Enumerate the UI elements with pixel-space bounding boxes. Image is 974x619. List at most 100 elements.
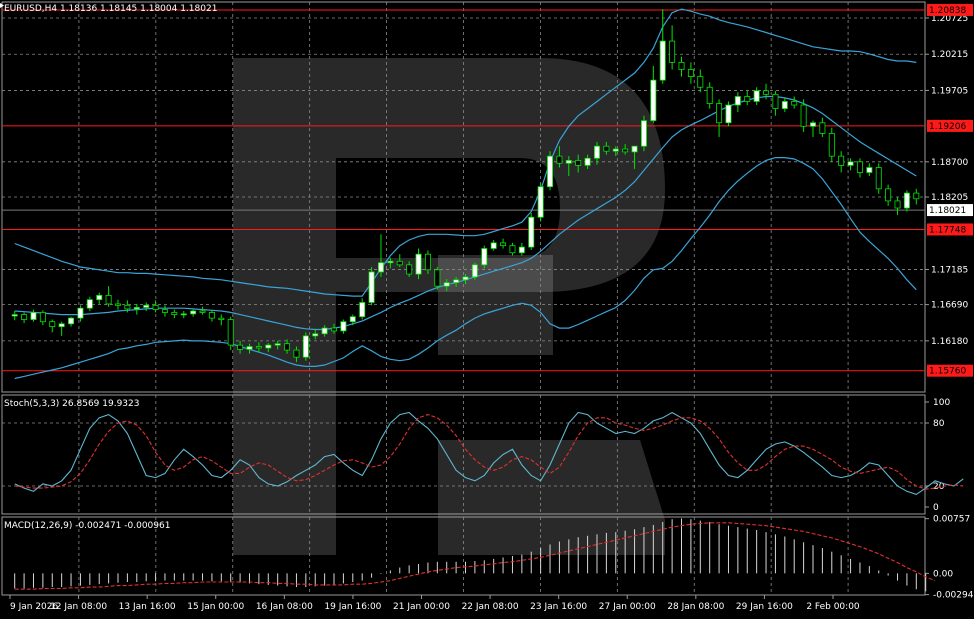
- candle-body: [387, 260, 394, 264]
- candle-body: [30, 312, 37, 320]
- candle: [903, 190, 910, 212]
- candle: [716, 99, 723, 137]
- candle-body: [58, 323, 65, 328]
- time-tick-label: 16 Jan 08:00: [256, 602, 313, 612]
- candle-body: [105, 294, 112, 305]
- time-tick-label: 2 Feb 00:00: [806, 602, 860, 612]
- time-tick-label: 27 Jan 00:00: [599, 602, 656, 612]
- candle-body: [800, 104, 807, 127]
- candle: [885, 184, 892, 206]
- time-tick-label: 15 Jan 00:00: [187, 602, 244, 612]
- candle: [396, 254, 403, 267]
- candle-body: [753, 90, 760, 102]
- candle-body: [575, 160, 582, 166]
- candle-body: [612, 148, 619, 152]
- candle-body: [246, 346, 253, 350]
- candle-body: [415, 253, 422, 275]
- price-tick-label: 1.20725: [931, 14, 968, 24]
- candle: [331, 323, 337, 334]
- candle-body: [603, 145, 610, 152]
- level-tag: [927, 364, 973, 377]
- candle-body: [199, 310, 206, 313]
- level-tag: [927, 3, 973, 16]
- candle: [255, 342, 262, 353]
- candle-body: [640, 120, 647, 147]
- level-label: 1.19206: [929, 122, 966, 132]
- level-label: 1.20838: [929, 6, 966, 16]
- candle: [218, 314, 225, 326]
- candle: [443, 279, 450, 292]
- candle: [77, 305, 84, 322]
- candle: [293, 346, 300, 363]
- candle-body: [622, 148, 629, 153]
- candle-body: [208, 312, 215, 319]
- candle-body: [885, 188, 892, 202]
- candle-body: [716, 103, 723, 124]
- candle-body: [406, 264, 413, 275]
- candle-body: [77, 307, 84, 319]
- candle-body: [171, 312, 178, 315]
- candle: [377, 234, 384, 277]
- macd-header: MACD(12,26,9) -0.002471 -0.000961: [4, 521, 170, 531]
- candle-body: [293, 349, 300, 358]
- candle: [246, 343, 253, 354]
- time-tick-label: 13 Jan 16:00: [119, 602, 176, 612]
- candle: [640, 115, 647, 152]
- candle-body: [462, 276, 469, 281]
- candle-body: [424, 253, 431, 271]
- candle: [359, 298, 366, 320]
- candle-body: [349, 316, 356, 323]
- candle: [284, 339, 291, 354]
- level-label: 1.15760: [929, 367, 966, 377]
- candle-body: [659, 40, 666, 81]
- candle: [96, 292, 103, 304]
- candle: [744, 90, 751, 106]
- candle: [556, 146, 563, 168]
- candle: [697, 69, 704, 93]
- candle-body: [913, 192, 920, 200]
- candle-body: [687, 69, 694, 77]
- candle: [274, 340, 281, 350]
- candle: [143, 302, 150, 312]
- candle: [828, 127, 835, 162]
- time-tick-label: 28 Jan 08:00: [667, 602, 724, 612]
- candle: [753, 87, 760, 106]
- candle: [725, 101, 732, 127]
- level-tag: [927, 223, 973, 236]
- candle-body: [594, 145, 600, 159]
- candle-body: [265, 344, 272, 349]
- candle: [39, 310, 46, 326]
- candle-body: [377, 262, 384, 273]
- price-tick-label: 1.20215: [931, 50, 968, 60]
- candle-body: [453, 279, 460, 284]
- candle-body: [509, 245, 516, 254]
- time-tick-label: 29 Jan 16:00: [736, 602, 793, 612]
- candle: [500, 238, 507, 249]
- candle: [152, 300, 159, 313]
- price-tick-label: 1.16180: [931, 337, 968, 347]
- candle-body: [284, 343, 291, 351]
- candle-body: [368, 271, 375, 303]
- candle-body: [819, 122, 826, 134]
- candle: [312, 328, 319, 340]
- candle-body: [903, 192, 910, 209]
- candle: [528, 212, 535, 250]
- candle: [11, 311, 18, 321]
- price-tick-label: 1.18700: [931, 158, 968, 168]
- candle: [368, 266, 375, 306]
- candle: [161, 305, 168, 317]
- candle: [237, 340, 244, 354]
- candle-body: [21, 314, 28, 320]
- candle-body: [302, 335, 309, 358]
- candle-body: [227, 319, 234, 346]
- candle: [199, 306, 206, 315]
- candle: [687, 62, 694, 84]
- candle: [706, 82, 713, 109]
- candle-body: [396, 260, 403, 266]
- candle: [434, 266, 441, 290]
- candle: [781, 97, 788, 113]
- candle: [763, 83, 770, 100]
- candle: [650, 65, 657, 123]
